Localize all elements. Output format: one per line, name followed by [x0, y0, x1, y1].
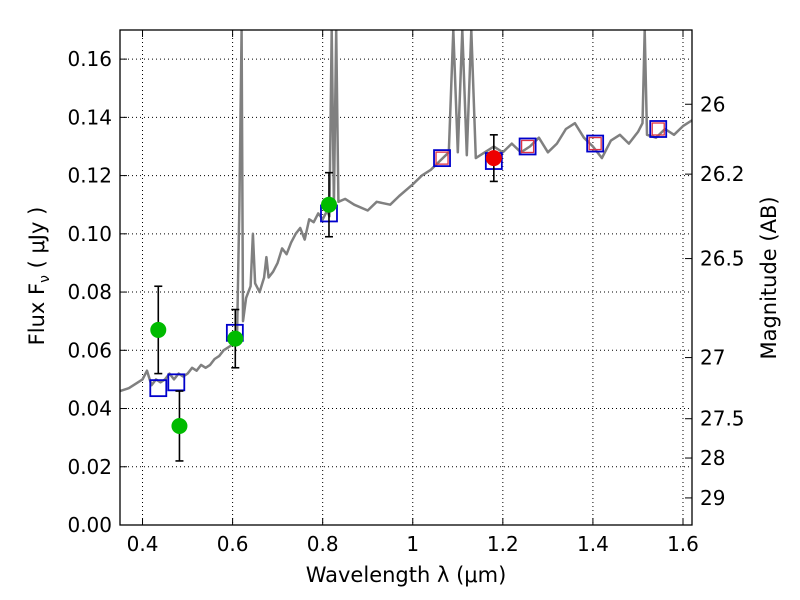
- observed-point: [320, 196, 337, 213]
- model-band-square: [149, 379, 168, 398]
- y2-tick-label: 28: [700, 446, 725, 470]
- x-tick-label: 0.8: [307, 532, 339, 556]
- y-tick-label: 0.06: [67, 338, 112, 362]
- observed-point: [227, 330, 244, 347]
- x-tick-label: 0.6: [217, 532, 249, 556]
- y-axis-label-main: Flux F: [25, 283, 49, 345]
- x-tick-label: 1: [406, 532, 419, 556]
- grid-lines: [120, 30, 692, 526]
- x-axis-label: Wavelength λ (μm): [306, 563, 507, 587]
- y2-tick-label: 26.5: [700, 247, 745, 271]
- x-tick-label: 0.4: [127, 532, 159, 556]
- axis-ticks: 0.4 0.6 0.8 1 1.2 1.4 1.6 0.00 0.02 0.04 0.06 0.08 0…: [67, 30, 745, 556]
- model-band-square: [433, 149, 451, 168]
- y-tick-label: 0.02: [67, 455, 112, 479]
- y2-axis-label: Magnitude (AB): [757, 196, 781, 359]
- y-axis-label: Flux Fν ( μJy ): [25, 207, 53, 346]
- plot-area: [120, 30, 692, 462]
- y2-tick-label: 27.5: [700, 407, 745, 431]
- y-tick-label: 0.10: [67, 222, 112, 246]
- y-tick-label: 0.12: [67, 164, 112, 188]
- observed-point: [485, 150, 502, 167]
- model-band-inner-square: [588, 136, 602, 151]
- model-spectrum-line: [120, 30, 692, 393]
- x-tick-label: 1.6: [667, 532, 699, 556]
- model-band-square: [518, 137, 537, 156]
- y2-tick-label: 29: [700, 486, 725, 510]
- model-band-inner-square: [520, 139, 535, 154]
- observed-point: [171, 418, 188, 434]
- y-tick-label: 0.14: [67, 105, 112, 129]
- y-tick-label: 0.08: [67, 280, 112, 304]
- model-band-inner-square: [435, 151, 449, 165]
- x-tick-label: 1.4: [577, 532, 609, 556]
- y-tick-label: 0.04: [67, 397, 112, 421]
- y-axis-label-subscript: ν: [37, 275, 53, 283]
- y-tick-label: 0.16: [67, 47, 112, 71]
- axes-frame: [119, 29, 693, 526]
- observed-point: [150, 321, 167, 338]
- model-band-square: [586, 134, 605, 153]
- x-tick-label: 1.2: [487, 532, 519, 556]
- model-band-inner-square: [651, 122, 665, 136]
- model-band-square: [649, 120, 668, 138]
- y2-tick-label: 26.2: [700, 162, 745, 186]
- y-axis-label-unit: ( μJy ): [25, 207, 49, 275]
- y2-tick-label: 27: [700, 346, 725, 370]
- y2-tick-label: 26: [700, 92, 725, 116]
- y-tick-label: 0.00: [67, 513, 112, 537]
